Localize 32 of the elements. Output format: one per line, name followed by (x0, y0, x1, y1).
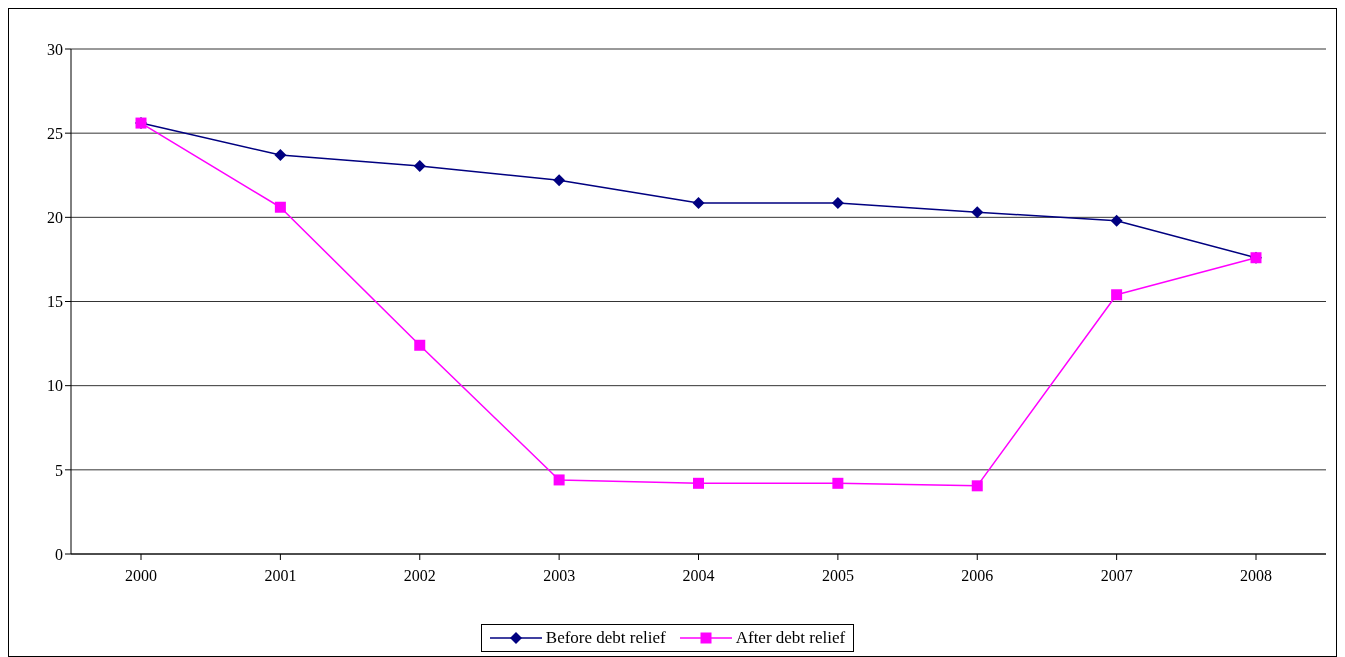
point (413, 159, 426, 172)
point (1110, 214, 1123, 227)
point (274, 149, 287, 162)
x-tick-label: 2000 (125, 567, 157, 585)
x-tick-label: 2005 (821, 567, 854, 585)
point (553, 174, 566, 187)
x-tick-label: 2006 (961, 567, 994, 585)
point (693, 477, 704, 489)
y-tick-label: 10 (47, 377, 63, 395)
x-tick-label: 2001 (264, 567, 297, 585)
y-tick-label: 0 (55, 545, 63, 563)
legend-label: After debt relief (735, 628, 846, 648)
x-tick-label: 2002 (403, 567, 436, 585)
point (1111, 289, 1123, 301)
x-tick-label: 2007 (1100, 567, 1133, 585)
point (831, 197, 844, 210)
point (274, 201, 286, 213)
y-tick-label: 25 (47, 124, 63, 142)
y-tick-label: 30 (47, 40, 63, 58)
y-tick-label: 20 (47, 209, 63, 227)
legend-label: Before debt relief (545, 628, 666, 648)
point (553, 474, 565, 486)
x-tick-label: 2004 (682, 567, 715, 585)
point (971, 206, 984, 219)
point (414, 339, 426, 351)
point (692, 197, 705, 210)
point (971, 480, 983, 492)
point (832, 477, 844, 489)
x-tick-label: 2003 (543, 567, 576, 585)
y-tick-label: 15 (47, 293, 63, 311)
y-tick-label: 5 (55, 461, 63, 479)
x-tick-label: 2008 (1240, 567, 1272, 585)
